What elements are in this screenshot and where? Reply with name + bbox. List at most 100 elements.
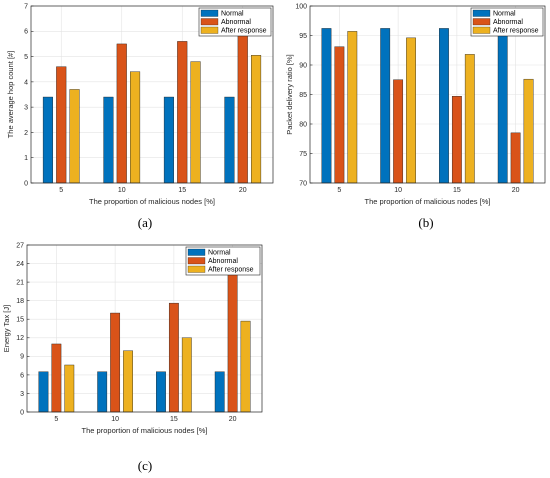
- legend-swatch: [472, 9, 491, 17]
- y-tick-label: 90: [299, 62, 307, 69]
- x-tick-label: 20: [239, 187, 247, 194]
- bar-abnormal: [510, 132, 521, 184]
- y-tick-label: 75: [299, 151, 307, 158]
- axes-box: [26, 244, 263, 413]
- bar-abnormal: [177, 41, 188, 184]
- y-tick-label: 100: [295, 3, 307, 10]
- bar-normal: [97, 371, 108, 413]
- bar-normal: [163, 96, 174, 184]
- x-tick-label: 10: [118, 187, 126, 194]
- chart-c-energy-tax: 0 3 6 9 12 15 18 21 24 27 5 10 15 20 The proportion of…: [2, 242, 263, 435]
- legend-swatch: [187, 248, 206, 256]
- bar-after-response: [69, 89, 80, 184]
- y-tick-label: 85: [299, 92, 307, 99]
- y-tick-label: 24: [16, 261, 24, 268]
- y-axis-label: The average hop count [#]: [6, 51, 15, 139]
- bar-abnormal: [237, 33, 248, 184]
- legend-label: Normal: [208, 250, 231, 257]
- legend-label: Normal: [493, 11, 516, 18]
- legend-label: After response: [493, 28, 539, 35]
- x-tick-label: 15: [178, 187, 186, 194]
- y-tick-label: 7: [24, 3, 28, 10]
- bar-normal: [156, 371, 166, 413]
- y-tick-label: 4: [24, 79, 28, 86]
- y-tick-label: 95: [299, 33, 307, 40]
- legend-label: Abnormal: [208, 258, 238, 265]
- x-tick-label: 5: [337, 187, 341, 194]
- x-tick-label: 20: [512, 187, 520, 194]
- bar-normal: [497, 28, 508, 184]
- legend-swatch: [200, 9, 219, 17]
- caption-b: (b): [418, 215, 434, 230]
- bar-abnormal: [116, 43, 127, 184]
- y-tick-label: 70: [299, 180, 307, 187]
- y-tick-label: 2: [24, 130, 28, 137]
- y-tick-label: 0: [20, 409, 24, 416]
- legend-swatch: [472, 18, 491, 26]
- chart-b-packet-delivery-ratio: 70 75 80 85 90 95 100 5 10 15 20 The proportion of …: [285, 3, 546, 206]
- bar-normal: [380, 28, 391, 184]
- legend-swatch: [200, 26, 219, 34]
- bar-normal: [38, 371, 49, 413]
- bar-abnormal: [51, 343, 62, 413]
- y-tick-label: 9: [20, 354, 24, 361]
- y-tick-label: 5: [24, 54, 28, 61]
- legend-swatch: [472, 26, 491, 34]
- x-tick-label: 10: [394, 187, 402, 194]
- x-tick-label: 15: [170, 416, 178, 423]
- y-tick-label: 6: [24, 29, 28, 36]
- bar-after-response: [523, 78, 534, 184]
- legend-label: Abnormal: [493, 19, 523, 26]
- caption-c: (c): [137, 458, 153, 473]
- bar-after-response: [347, 31, 358, 184]
- bar-abnormal: [56, 66, 67, 184]
- y-axis-label: Packet delivery ratio [%]: [285, 54, 294, 134]
- axes-box: [30, 5, 274, 184]
- x-axis-label: The proportion of malicious nodes [%]: [82, 426, 208, 435]
- bar-after-response: [130, 71, 141, 184]
- bar-normal: [214, 371, 225, 413]
- legend-label: After response: [221, 28, 267, 35]
- x-tick-label: 10: [111, 416, 119, 423]
- y-tick-label: 0: [24, 180, 28, 187]
- y-tick-label: 18: [16, 298, 24, 305]
- bar-after-response: [406, 37, 416, 184]
- bar-after-response: [251, 55, 262, 184]
- y-tick-label: 1: [24, 155, 28, 162]
- x-axis-label: The proportion of malicious nodes [%]: [89, 197, 215, 206]
- y-tick-label: 3: [24, 105, 28, 112]
- bar-abnormal: [168, 302, 179, 413]
- x-tick-label: 5: [54, 416, 58, 423]
- bar-abnormal: [451, 96, 462, 184]
- legend-label: After response: [208, 267, 254, 274]
- bar-normal: [321, 28, 332, 184]
- bar-after-response: [190, 61, 201, 184]
- y-axis-label: Energy Tax [J]: [2, 305, 11, 352]
- x-axis-label: The proportion of malicious nodes [%]: [365, 197, 491, 206]
- y-tick-label: 6: [20, 372, 24, 379]
- y-tick-label: 27: [16, 242, 24, 249]
- axes-box: [309, 5, 546, 184]
- legend-swatch: [187, 257, 206, 265]
- bar-abnormal: [393, 79, 404, 184]
- y-tick-label: 12: [16, 335, 24, 342]
- legend-label: Normal: [221, 11, 244, 18]
- x-tick-label: 5: [59, 187, 63, 194]
- y-tick-label: 21: [16, 280, 24, 287]
- y-tick-label: 15: [16, 317, 24, 324]
- chart-a-hop-count: 0 1 2 3 4 5 6 7 5 10 15 20 The proportion of malicio…: [6, 3, 274, 206]
- legend-swatch: [200, 18, 219, 26]
- legend-swatch: [187, 265, 206, 273]
- bar-normal: [103, 96, 114, 184]
- bar-normal: [224, 96, 235, 184]
- x-tick-label: 15: [453, 187, 461, 194]
- bar-after-response: [123, 350, 133, 413]
- bar-normal: [439, 28, 449, 184]
- y-tick-label: 3: [20, 391, 24, 398]
- y-tick-label: 80: [299, 121, 307, 128]
- bar-abnormal: [227, 273, 238, 413]
- bar-after-response: [64, 364, 75, 413]
